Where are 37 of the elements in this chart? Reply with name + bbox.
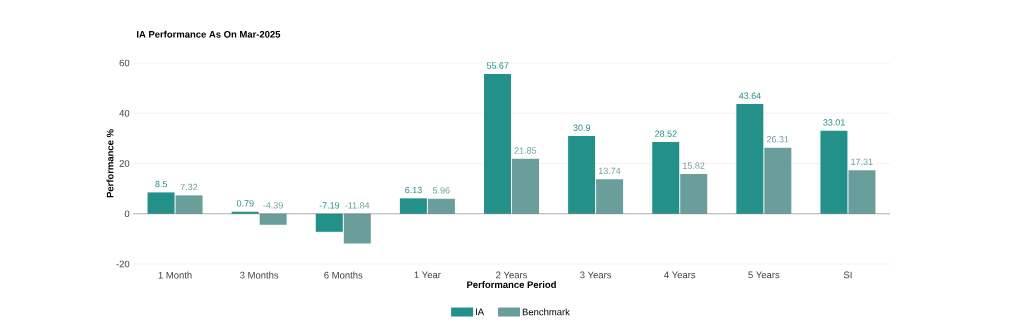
data-label: 26.31: [766, 136, 789, 143]
data-label: 8.5: [155, 180, 168, 188]
x-tick-label: 3 Months: [240, 271, 279, 279]
data-label: -7.19: [319, 202, 340, 209]
data-label: 7.32: [180, 183, 198, 191]
x-tick-label: 4 Years: [664, 271, 696, 279]
x-tick-label: 2 Years: [496, 271, 528, 279]
data-label: 28.52: [655, 130, 677, 137]
y-tick-label: 0: [124, 210, 130, 218]
data-label: 43.64: [738, 92, 761, 99]
y-tick-label: 40: [119, 109, 130, 117]
x-tick-label: 1 Month: [158, 271, 192, 279]
data-label: 17.31: [851, 158, 873, 166]
data-label: 55.67: [486, 62, 509, 69]
data-label: 21.85: [514, 147, 537, 154]
y-tick-label: -20: [116, 260, 130, 268]
data-label: 0.79: [236, 200, 254, 207]
y-tick-label: 60: [119, 59, 130, 67]
x-tick-label: 1 Year: [414, 271, 441, 279]
data-label: 33.01: [823, 119, 845, 126]
x-tick-label: 5 Years: [748, 271, 780, 279]
y-tick-label: 20: [119, 160, 130, 167]
legend-label: IA: [475, 308, 485, 316]
legend-label: Benchmark: [522, 308, 570, 316]
x-tick-label: 3 Years: [580, 271, 612, 279]
y-axis-title: Performance %: [106, 129, 114, 198]
x-tick-label: 6 Months: [324, 271, 363, 279]
data-label: -11.84: [345, 202, 370, 209]
data-label: 15.82: [683, 162, 705, 169]
chart-title: IA Performance As On Mar-2025: [137, 30, 281, 38]
x-axis-title: Performance Period: [467, 281, 556, 289]
x-tick-label: SI: [843, 271, 852, 279]
data-label: 30.9: [573, 124, 591, 131]
data-label: 5.96: [432, 187, 450, 194]
data-label: 6.13: [405, 186, 422, 194]
data-label: 13.74: [598, 167, 621, 175]
data-label: -4.39: [263, 202, 283, 209]
